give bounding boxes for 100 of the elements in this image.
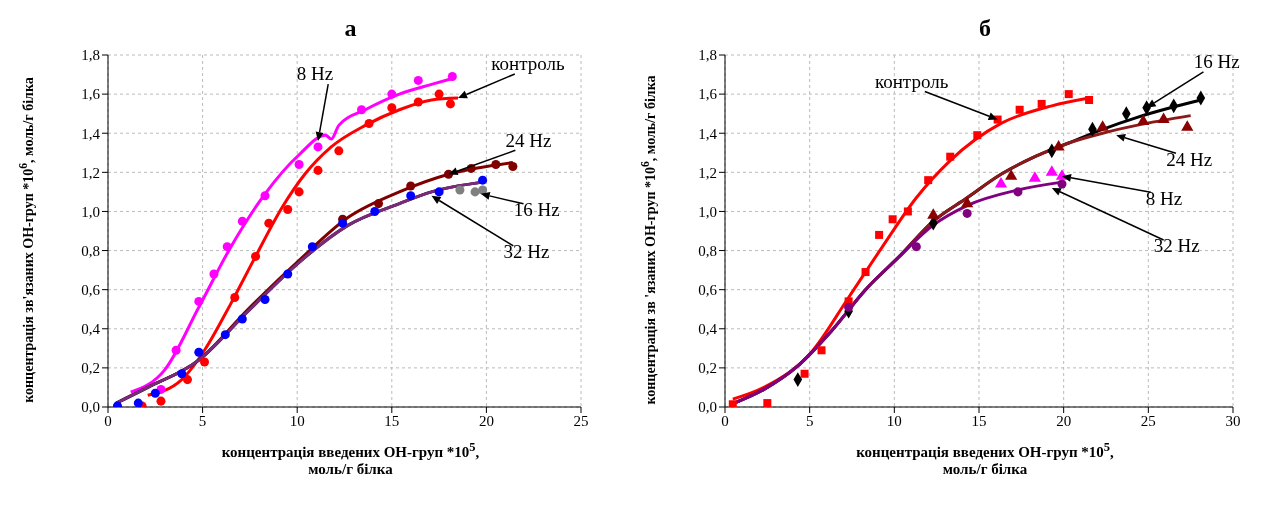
y-tick-label: 0,4 (81, 321, 101, 338)
point (283, 204, 293, 214)
y-tick-label: 0,8 (698, 242, 717, 259)
point (313, 165, 323, 175)
point (251, 251, 261, 261)
y-tick-label: 0,0 (81, 399, 100, 416)
point (961, 196, 974, 208)
point (264, 218, 274, 228)
point (1085, 95, 1094, 104)
point (313, 142, 323, 152)
annotation: 32 Hz (503, 241, 550, 263)
point (888, 215, 897, 224)
x-tick-label: 30 (1225, 412, 1241, 429)
point (182, 375, 192, 385)
point (1137, 114, 1150, 125)
y-tick-label: 1,2 (81, 164, 100, 181)
y-tick-label: 0,6 (698, 281, 718, 298)
point (817, 346, 826, 355)
point (478, 175, 488, 185)
y-tick-label: 1,6 (81, 86, 101, 103)
point (434, 187, 444, 197)
point (1015, 105, 1024, 114)
point (260, 191, 270, 201)
annotation: 8 Hz (296, 63, 334, 85)
point (171, 345, 181, 355)
annotation: 32 Hz (1153, 235, 1200, 257)
y-tick-label: 1,8 (81, 47, 100, 64)
point (150, 388, 160, 398)
point (875, 230, 884, 239)
point (237, 314, 247, 324)
point (1096, 120, 1109, 131)
point (357, 105, 367, 115)
x-tick-label: 10 (289, 412, 305, 429)
point (844, 302, 854, 312)
text: концентрація введених ОН-груп *10$^{5}$, моль/г білка (856, 440, 1114, 477)
point (406, 191, 416, 201)
y-tick-label: 1,2 (698, 164, 717, 181)
annotation: 24 Hz (1166, 148, 1213, 170)
point (1181, 120, 1194, 131)
point (374, 199, 384, 209)
point (230, 292, 240, 302)
point (911, 242, 921, 252)
y-tick-label: 1,8 (698, 47, 717, 64)
point (338, 218, 348, 228)
point (260, 294, 270, 304)
point (946, 152, 955, 161)
x-tick-label: 20 (478, 412, 494, 429)
annotation: 24 Hz (505, 129, 552, 151)
point (1045, 165, 1058, 176)
point (447, 72, 457, 82)
x-tick-label: 10 (886, 412, 902, 429)
x-tick-label: 25 (1140, 412, 1156, 429)
y-tick-label: 1,0 (81, 203, 100, 220)
y-tick-label: 0,8 (81, 242, 100, 259)
point (1157, 112, 1170, 124)
point (413, 97, 423, 107)
point (194, 296, 204, 306)
point (283, 269, 293, 279)
point (199, 357, 210, 367)
y-tick-label: 0,6 (81, 281, 101, 298)
point (508, 161, 518, 171)
point (294, 187, 304, 197)
point (156, 396, 166, 406)
point (237, 216, 247, 226)
point (1052, 139, 1065, 151)
point (800, 369, 809, 378)
point (177, 369, 187, 379)
point (478, 185, 488, 195)
point (364, 118, 374, 128)
point (209, 269, 219, 279)
x-tick-label: 15 (971, 412, 987, 429)
y-tick-label: 1,6 (698, 86, 718, 103)
annotation: 16 Hz (1193, 51, 1240, 73)
point (903, 207, 912, 216)
point (307, 242, 317, 252)
annotation: 16 Hz (513, 199, 560, 221)
y-tick-label: 0,2 (698, 360, 717, 377)
x-tick-label: 25 (573, 412, 589, 429)
point (973, 131, 982, 140)
point (455, 185, 465, 195)
point (220, 330, 230, 340)
point (413, 75, 423, 85)
y-tick-label: 0,4 (698, 321, 718, 338)
point (1028, 171, 1041, 182)
annotation: контроль (491, 53, 566, 75)
y-tick-label: 0,2 (81, 360, 100, 377)
point (194, 347, 204, 357)
point (294, 160, 304, 170)
x-tick-label: 15 (384, 412, 400, 429)
point (763, 399, 772, 407)
text: концентрація введених ОН-груп *10$^{5}$, моль/г білка (221, 440, 480, 477)
point (1013, 187, 1023, 197)
point (861, 268, 870, 277)
point (387, 89, 397, 99)
point (1005, 169, 1018, 180)
point (445, 99, 455, 109)
y-tick-label: 1,4 (698, 125, 718, 142)
point (728, 400, 737, 407)
annotation: контроль (874, 70, 949, 92)
point (1064, 90, 1073, 99)
